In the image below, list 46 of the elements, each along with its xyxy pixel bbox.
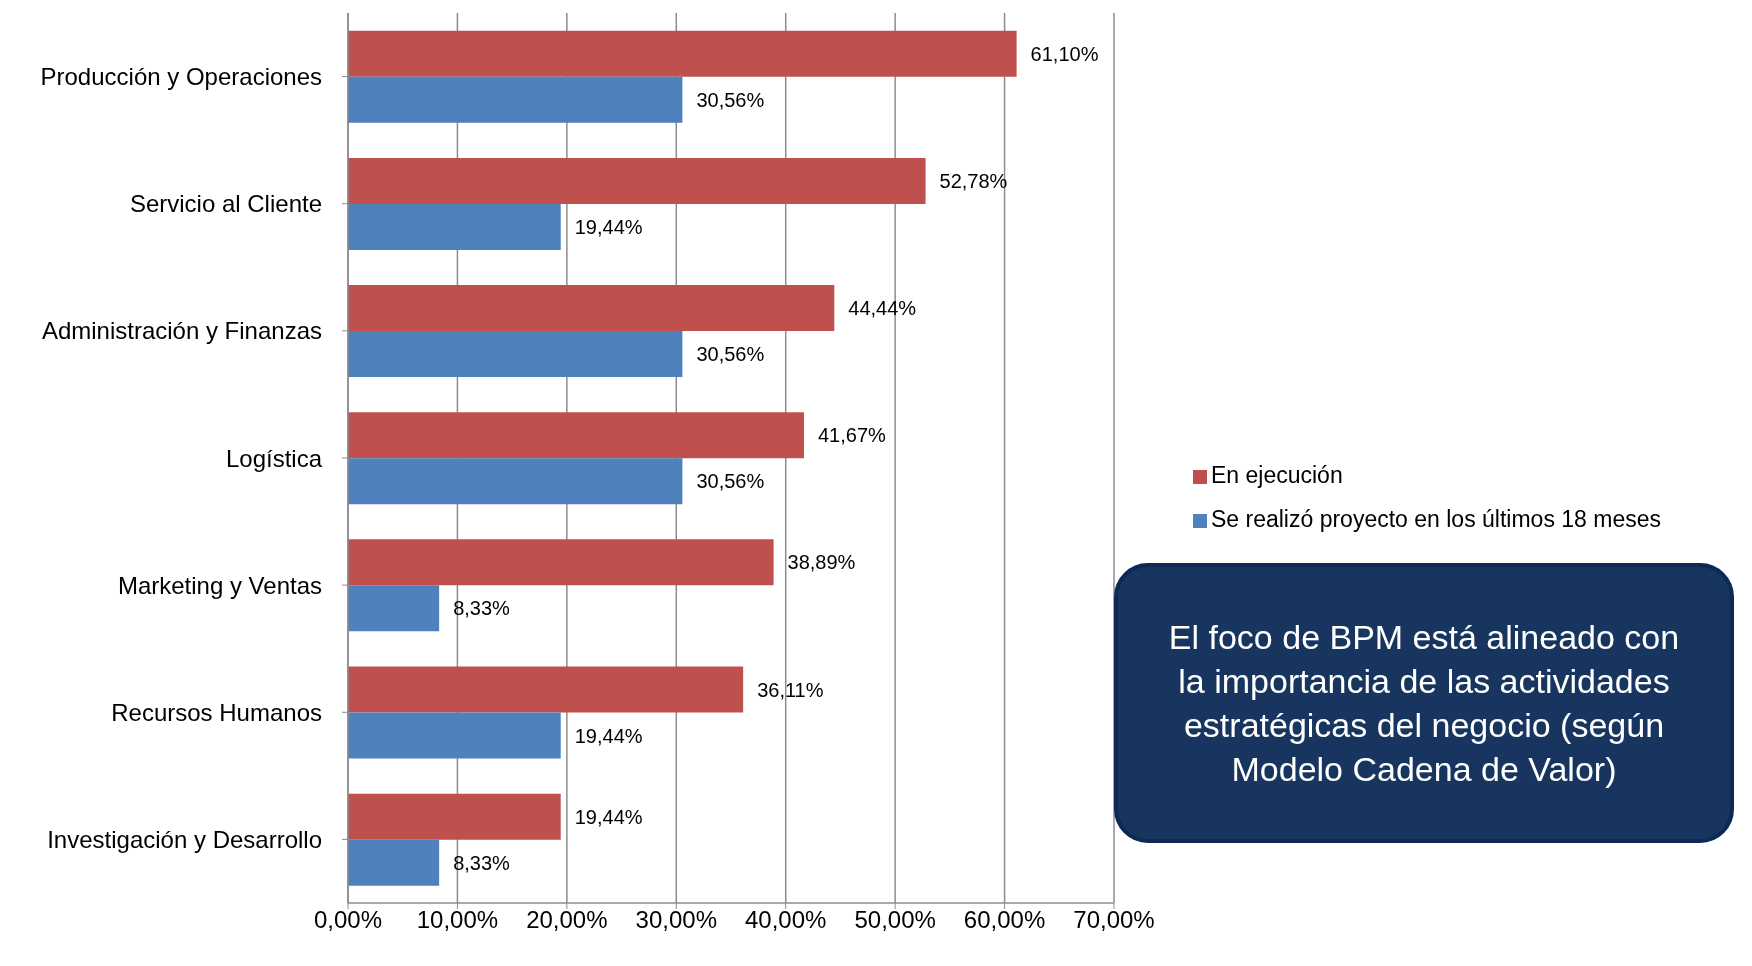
bar [348, 412, 804, 459]
x-tick-label: 10,00% [416, 906, 499, 934]
legend-label: Se realizó proyecto en los últimos 18 meses [1211, 506, 1661, 532]
data-label: 30,56% [696, 343, 765, 366]
x-tick-label: 0,00% [313, 906, 383, 934]
bar [348, 585, 440, 632]
bar [348, 793, 561, 840]
data-label: 38,89% [787, 551, 856, 574]
bar [348, 839, 440, 886]
y-tick-label: Administración y Finanzas [41, 317, 322, 345]
x-tick-label: 30,00% [635, 906, 717, 934]
x-tick-label: 60,00% [963, 906, 1046, 934]
text-box: El foco de BPM está alineado con la importancia de las actividades estratégicas del negocio (según Modelo Cadena de Valor) [1114, 563, 1734, 843]
bar [348, 30, 1017, 77]
bar [348, 458, 683, 505]
bar [348, 666, 744, 713]
bar [348, 331, 683, 378]
bar [348, 203, 561, 250]
data-label: 8,33% [453, 597, 511, 620]
bar [348, 539, 774, 586]
y-tick-label: Investigación y Desarrollo [47, 825, 322, 853]
bar [348, 285, 835, 332]
legend-label: En ejecución [1211, 462, 1343, 488]
y-tick-label: Marketing y Ventas [117, 571, 322, 599]
data-label: 41,67% [817, 424, 887, 447]
data-label: 8,33% [453, 851, 511, 874]
data-label: 52,78% [939, 169, 1008, 192]
y-tick-label: Recursos Humanos [111, 698, 322, 726]
y-tick-label: Logística [225, 444, 323, 472]
data-label: 61,10% [1030, 42, 1099, 65]
data-label: 44,44% [848, 297, 917, 320]
data-label: 19,44% [574, 805, 643, 828]
data-label: 30,56% [696, 88, 765, 111]
bar [348, 76, 683, 123]
x-tick-label: 70,00% [1073, 906, 1155, 934]
x-tick-label: 40,00% [745, 906, 827, 934]
bar [348, 157, 926, 204]
data-label: 19,44% [574, 215, 643, 238]
y-tick-label: Servicio al Cliente [129, 190, 322, 218]
x-tick-label: 20,00% [526, 906, 608, 934]
data-label: 36,11% [757, 678, 824, 701]
bar [348, 712, 561, 759]
x-tick-label: 50,00% [854, 906, 936, 934]
y-tick-label: Producción y Operaciones [40, 63, 322, 91]
data-label: 30,56% [696, 470, 765, 493]
data-label: 19,44% [574, 724, 643, 747]
